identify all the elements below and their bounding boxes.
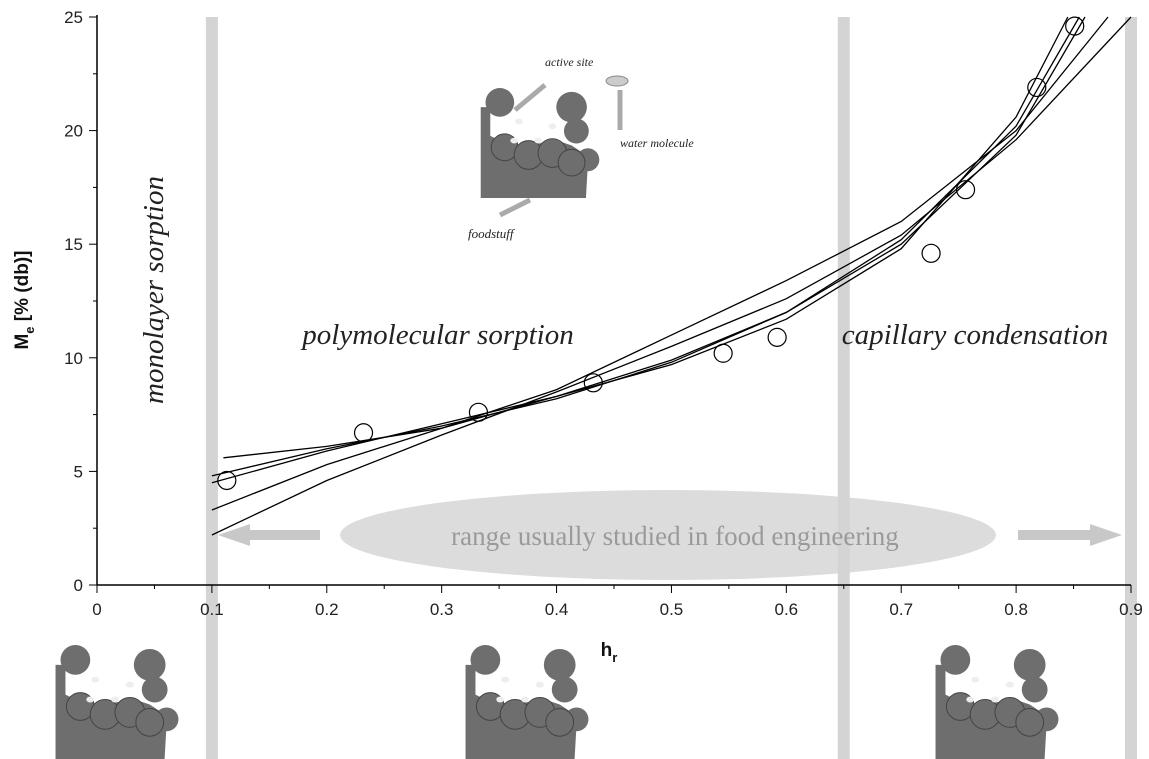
- monolayer-illustration: [56, 645, 179, 759]
- data-point: [768, 328, 786, 346]
- annotation: polymolecular sorption: [300, 319, 573, 351]
- region-boundary: [838, 17, 850, 759]
- polymolecular-illustration: [466, 645, 589, 759]
- x-axis-label: hr: [601, 640, 618, 665]
- x-tick-label: 0.9: [1119, 600, 1143, 619]
- left-arrow: [218, 524, 320, 546]
- y-tick-label: 15: [64, 235, 83, 254]
- x-tick-label: 0.4: [545, 600, 569, 619]
- right-arrow: [1018, 524, 1122, 546]
- x-label-sub: r: [612, 650, 617, 665]
- y-tick-label: 10: [64, 349, 83, 368]
- annotation: capillary condensation: [842, 319, 1109, 351]
- arrow: [500, 200, 530, 215]
- annotation: foodstuff: [468, 226, 516, 241]
- x-tick-label: 0.5: [660, 600, 684, 619]
- y-axis-label: Me [% (db)]: [12, 250, 37, 349]
- fit-curve: [223, 17, 1108, 458]
- data-point: [1028, 78, 1046, 96]
- y-label-sub: e: [22, 326, 37, 333]
- data-point: [922, 244, 940, 262]
- y-tick-label: 0: [74, 576, 83, 595]
- annotation: monolayer sorption: [138, 176, 170, 404]
- chart: 0 0.1 0.2 0.3 0.4 0.5 0.6 0.7 0.8 0.9 0 5 10 15 20 25 a…: [0, 0, 1149, 759]
- x-tick-label: 0.8: [1004, 600, 1028, 619]
- y-tick-label: 5: [74, 462, 83, 481]
- water-molecule-icon: [606, 76, 628, 86]
- annotation: range usually studied in food engineerin…: [451, 521, 899, 551]
- x-tick-label: 0.2: [315, 600, 339, 619]
- x-tick-label: 0: [92, 600, 101, 619]
- fit-curve: [212, 17, 1079, 476]
- fit-curve: [212, 17, 1085, 510]
- y-tick-label: 25: [64, 8, 83, 27]
- x-tick-label: 0.3: [430, 600, 454, 619]
- region-boundary: [1125, 17, 1137, 759]
- inset-illustration: [481, 88, 600, 198]
- y-tick-label: 20: [64, 122, 83, 141]
- capillary-illustration: [936, 645, 1059, 759]
- y-label-main: M: [12, 334, 33, 350]
- arrow: [515, 85, 545, 110]
- region-boundary: [206, 17, 218, 759]
- x-tick-label: 0.1: [200, 600, 224, 619]
- x-label-main: h: [601, 640, 613, 661]
- x-tick-label: 0.7: [889, 600, 913, 619]
- annotation: water molecule: [620, 136, 694, 150]
- x-tick-label: 0.6: [775, 600, 799, 619]
- data-point: [714, 344, 732, 362]
- annotation: active site: [545, 55, 594, 69]
- y-label-rest: [% (db)]: [12, 250, 33, 326]
- data-point: [355, 424, 373, 442]
